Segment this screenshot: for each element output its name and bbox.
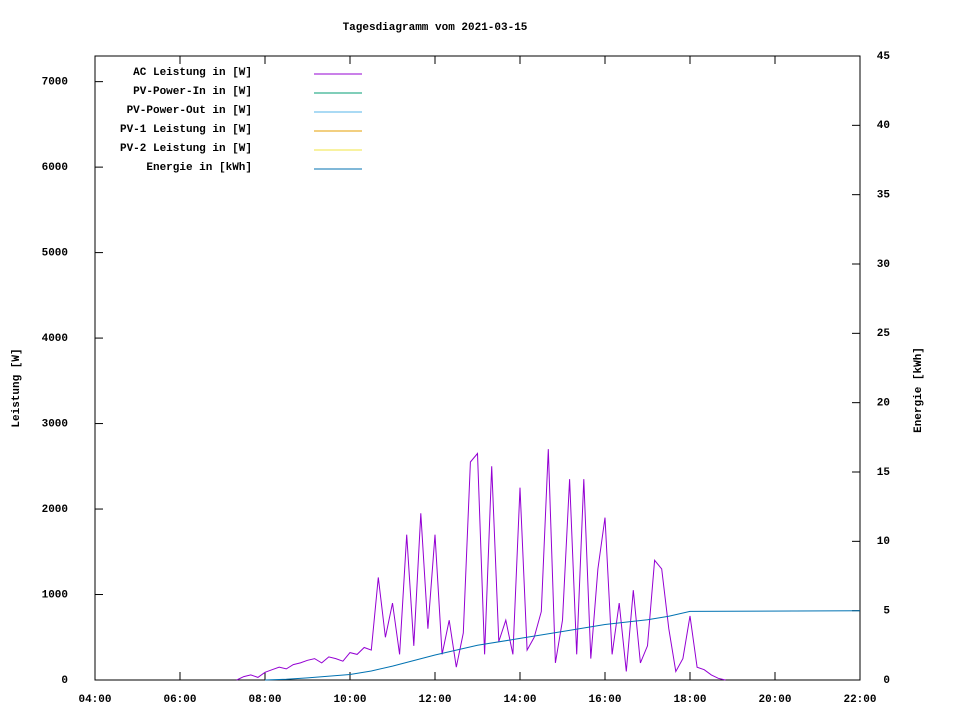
y-tick-label: 3000 — [42, 418, 68, 430]
y-tick-label: 2000 — [42, 504, 68, 516]
y2-tick-label: 5 — [883, 606, 890, 618]
y-axis-label: Leistung [W] — [11, 348, 23, 427]
x-tick-label: 20:00 — [758, 694, 791, 706]
plot-border — [94, 55, 861, 681]
legend-label: PV-1 Leistung in [W] — [120, 124, 252, 136]
y-tick-label: 7000 — [42, 77, 68, 89]
y2-tick-label: 30 — [877, 259, 890, 271]
y2-tick-label: 25 — [877, 328, 891, 340]
legend-label: PV-Power-In in [W] — [133, 86, 252, 98]
y-tick-label: 1000 — [42, 589, 68, 601]
y2-tick-label: 20 — [877, 398, 890, 410]
chart-title: Tagesdiagramm vom 2021-03-15 — [343, 22, 528, 34]
legend-label: Energie in [kWh] — [146, 162, 252, 174]
y2-tick-label: 40 — [877, 120, 890, 132]
x-tick-label: 16:00 — [588, 694, 621, 706]
y2-tick-label: 45 — [877, 51, 891, 63]
y2-tick-label: 0 — [883, 675, 890, 687]
x-tick-label: 14:00 — [503, 694, 536, 706]
series-line — [236, 449, 726, 681]
legend-label: PV-2 Leistung in [W] — [120, 143, 252, 155]
x-tick-label: 12:00 — [418, 694, 451, 706]
y-tick-label: 6000 — [42, 162, 68, 174]
x-tick-label: 10:00 — [333, 694, 366, 706]
y2-tick-label: 15 — [877, 467, 891, 479]
x-tick-label: 04:00 — [78, 694, 111, 706]
y-tick-label: 0 — [61, 675, 68, 687]
x-tick-label: 06:00 — [163, 694, 196, 706]
series-line — [264, 610, 861, 681]
y2-axis-label: Energie [kWh] — [913, 347, 925, 433]
y-tick-label: 5000 — [42, 248, 68, 260]
y-tick-label: 4000 — [42, 333, 68, 345]
x-tick-label: 22:00 — [843, 694, 876, 706]
x-tick-label: 18:00 — [673, 694, 706, 706]
legend-label: AC Leistung in [W] — [133, 67, 252, 79]
y2-tick-label: 35 — [877, 190, 891, 202]
y2-tick-label: 10 — [877, 536, 890, 548]
legend-label: PV-Power-Out in [W] — [127, 105, 252, 117]
x-tick-label: 08:00 — [248, 694, 281, 706]
